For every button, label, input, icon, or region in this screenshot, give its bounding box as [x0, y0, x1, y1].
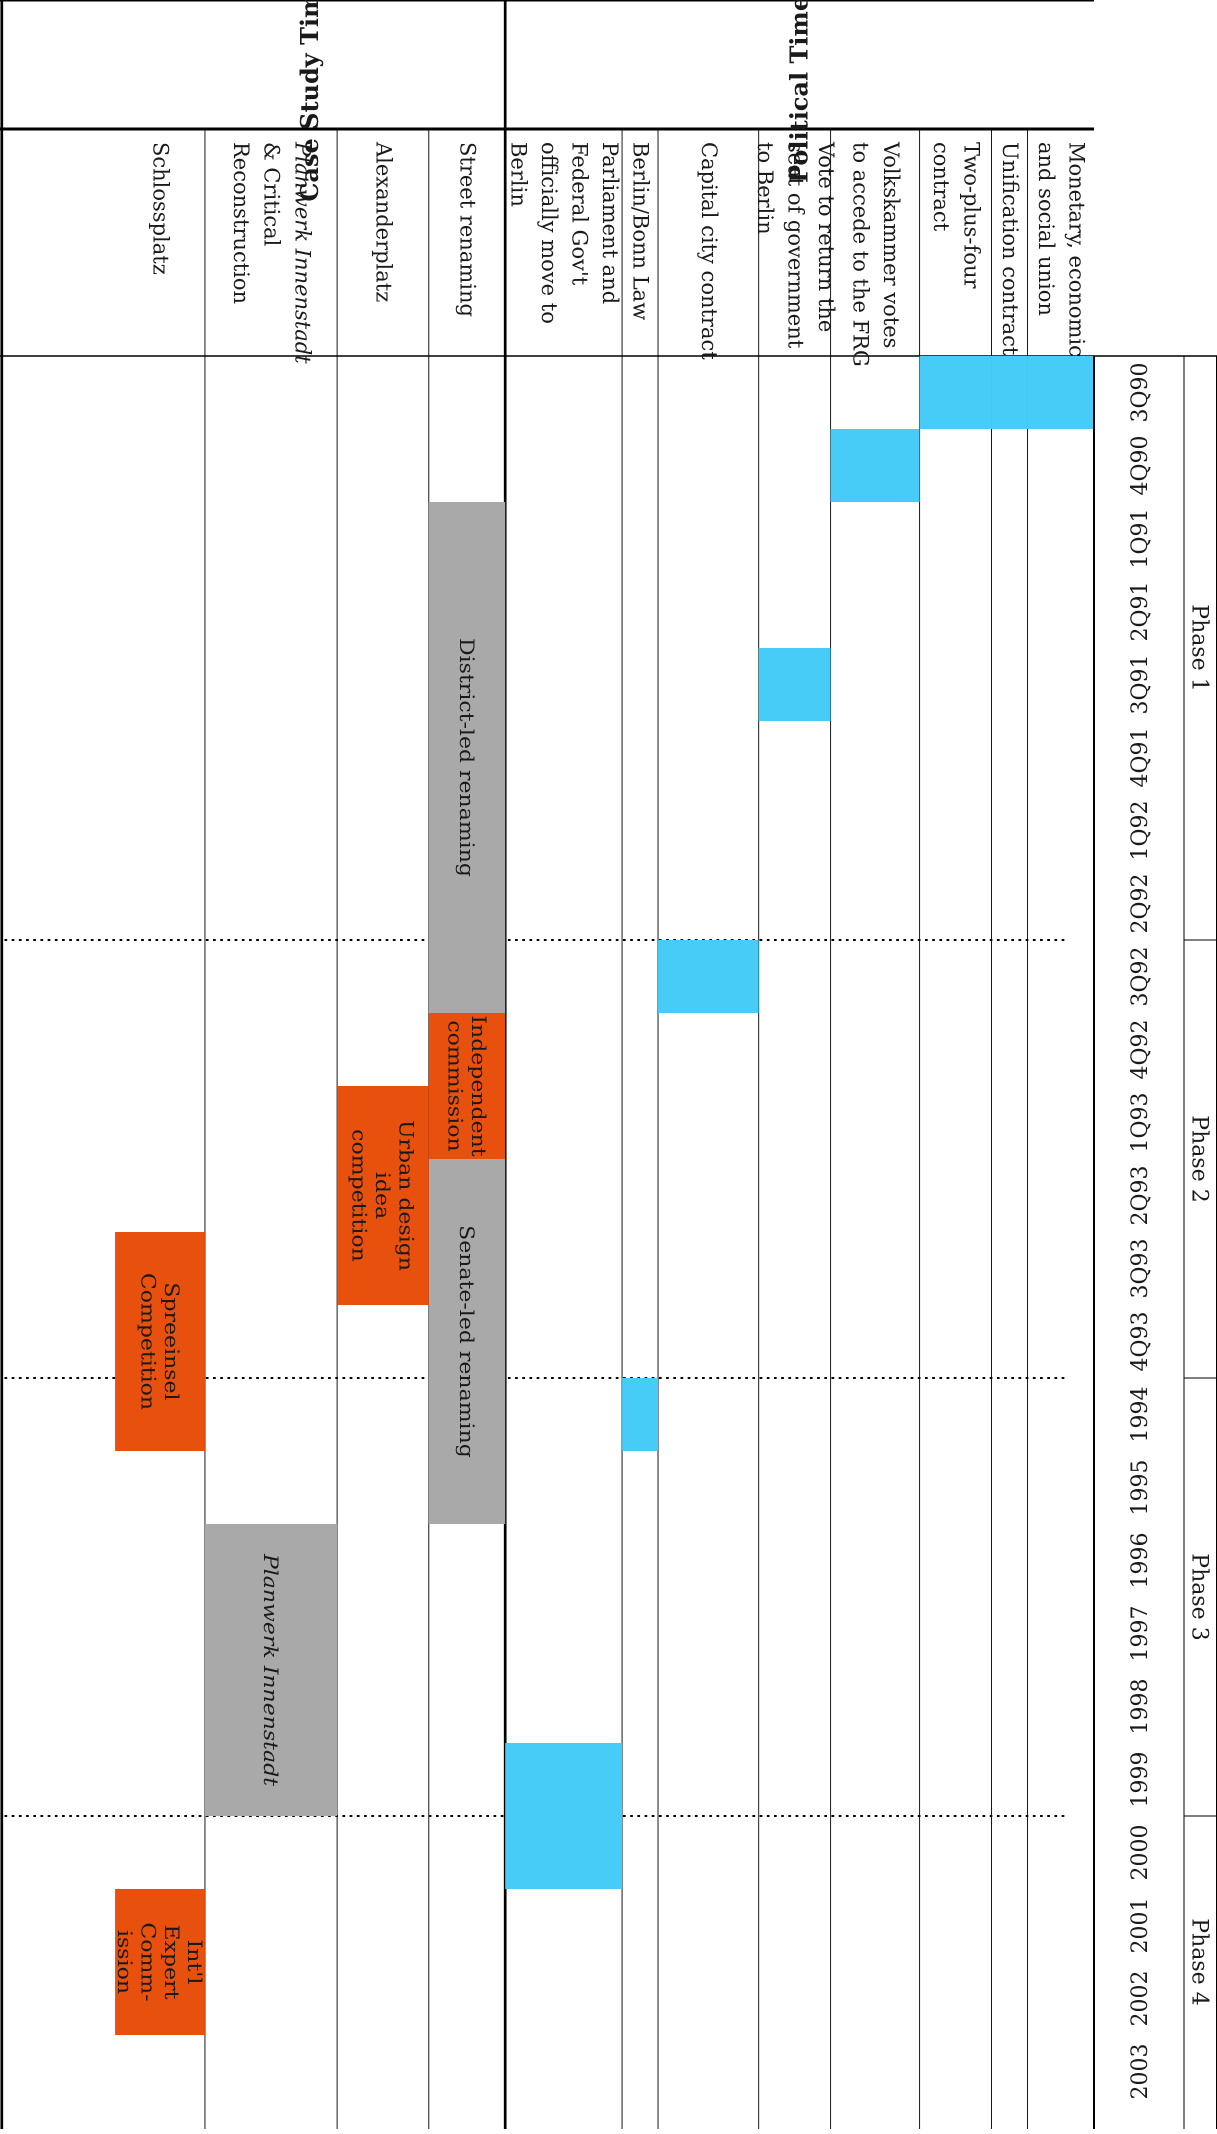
- row-label: Monetary, economic: [1065, 142, 1089, 357]
- period-label: 1994: [1128, 1387, 1153, 1443]
- period-label: 2000: [1128, 1825, 1153, 1881]
- row-label: Two-plus-four: [960, 142, 984, 289]
- competition-bar: [337, 1086, 429, 1305]
- row-labels: Monetary, economic and social union Unific…: [149, 0, 1089, 367]
- political-event-bar: [919, 356, 992, 429]
- political-event-bar: [505, 1743, 623, 1889]
- section-title: Case Study Timeline: [295, 0, 324, 202]
- bar-label: Expert: [160, 1925, 183, 2001]
- period-label: 4Q92: [1128, 1019, 1153, 1079]
- period-label: 1998: [1128, 1679, 1153, 1735]
- row-label: to accede to the FRG: [849, 142, 873, 367]
- bar-label: Urban design: [395, 1120, 418, 1271]
- period-label: 1Q93: [1128, 1092, 1153, 1152]
- phase-label: Phase 2: [1187, 1115, 1212, 1202]
- period-label: 2Q91: [1128, 581, 1153, 641]
- bar-label: Spreeinsel: [160, 1282, 183, 1401]
- period-label: 2Q93: [1128, 1165, 1153, 1225]
- bar-label: Independent: [467, 1015, 490, 1157]
- political-event-bar: [991, 356, 1028, 429]
- bar-label: Competition: [137, 1273, 160, 1410]
- period-label: 3Q92: [1128, 946, 1153, 1006]
- period-label: 3Q90: [1128, 362, 1153, 422]
- period-label: 4Q91: [1128, 727, 1153, 787]
- period-label: 3Q91: [1128, 654, 1153, 714]
- row-label: Vote to return the: [814, 141, 838, 332]
- row-label: Parliament and: [598, 142, 622, 304]
- row-label: Street renaming: [456, 142, 480, 317]
- bar-label: idea: [371, 1172, 394, 1219]
- political-event-bar: [758, 648, 831, 721]
- phase-label: Phase 3: [1187, 1553, 1212, 1640]
- bar-label: ission: [113, 1930, 136, 1994]
- row-label: Berlin: [506, 142, 530, 207]
- period-label: 2001: [1128, 1898, 1153, 1954]
- row-label: Volkskammer votes: [879, 141, 903, 348]
- row-label: Reconstruction: [229, 142, 253, 304]
- row-label: Federal Gov't: [568, 142, 592, 286]
- political-event-bar: [830, 429, 920, 502]
- period-label: 2003: [1128, 2044, 1153, 2100]
- bar-label: commission: [444, 1020, 467, 1151]
- period-label: 4Q93: [1128, 1311, 1153, 1371]
- competition-bar: [428, 1013, 506, 1159]
- competition-bar: [115, 1232, 205, 1451]
- period-label: 1997: [1128, 1606, 1153, 1662]
- row-label: contract: [929, 142, 953, 232]
- row-label: Unification contract: [998, 142, 1022, 356]
- row-label: Capital city contract: [697, 142, 721, 360]
- row-label: Planwerk Innenstadt: [290, 141, 314, 364]
- row-label: Alexanderplatz: [372, 141, 396, 302]
- renaming-bar: [428, 1159, 506, 1524]
- phase-label: Phase 4: [1187, 1918, 1212, 2005]
- row-label: & Critical: [260, 142, 284, 247]
- political-event-bar: [622, 1378, 659, 1451]
- bar-label: competition: [348, 1129, 371, 1262]
- phase-label: Phase 1: [1187, 604, 1212, 691]
- timeline-bars: District-led renaming Independentcommissi…: [113, 356, 1094, 2035]
- row-label: and social union: [1034, 142, 1058, 316]
- row-label: officially move to: [537, 142, 561, 324]
- section-title: Political Timeline: [785, 0, 814, 183]
- period-label: 1Q91: [1128, 508, 1153, 568]
- timeline-header: Phase 1 Phase 2 Phase 3 Phase 4 3Q90 4Q90 1Q91…: [1093, 355, 1217, 2129]
- row-label: to Berlin: [753, 142, 777, 235]
- period-label: 3Q93: [1128, 1238, 1153, 1298]
- row-label: Berlin/Bonn Law: [629, 142, 653, 320]
- period-label: 1995: [1128, 1460, 1153, 1516]
- bar-label: District-led renaming: [455, 638, 478, 877]
- bar-label: Int'l: [183, 1940, 206, 1985]
- period-label: 1Q92: [1128, 800, 1153, 860]
- bar-label: Comm-: [137, 1922, 160, 2001]
- period-label: 4Q90: [1128, 435, 1153, 495]
- competition-bar: [115, 1889, 205, 2035]
- period-label: 1999: [1128, 1752, 1153, 1808]
- renaming-bar: [204, 1524, 338, 1816]
- renaming-bar: [428, 502, 506, 1013]
- political-event-bar: [1027, 356, 1094, 429]
- row-label: Schlossplatz: [149, 142, 173, 275]
- political-event-bar: [658, 940, 759, 1013]
- period-label: 2Q92: [1128, 873, 1153, 933]
- period-label: 2002: [1128, 1971, 1153, 2027]
- row-label: seat of government: [783, 142, 807, 349]
- bar-label: Planwerk Innenstadt: [259, 1553, 282, 1787]
- bar-label: Senate-led renaming: [455, 1225, 478, 1458]
- period-label: 1996: [1128, 1533, 1153, 1589]
